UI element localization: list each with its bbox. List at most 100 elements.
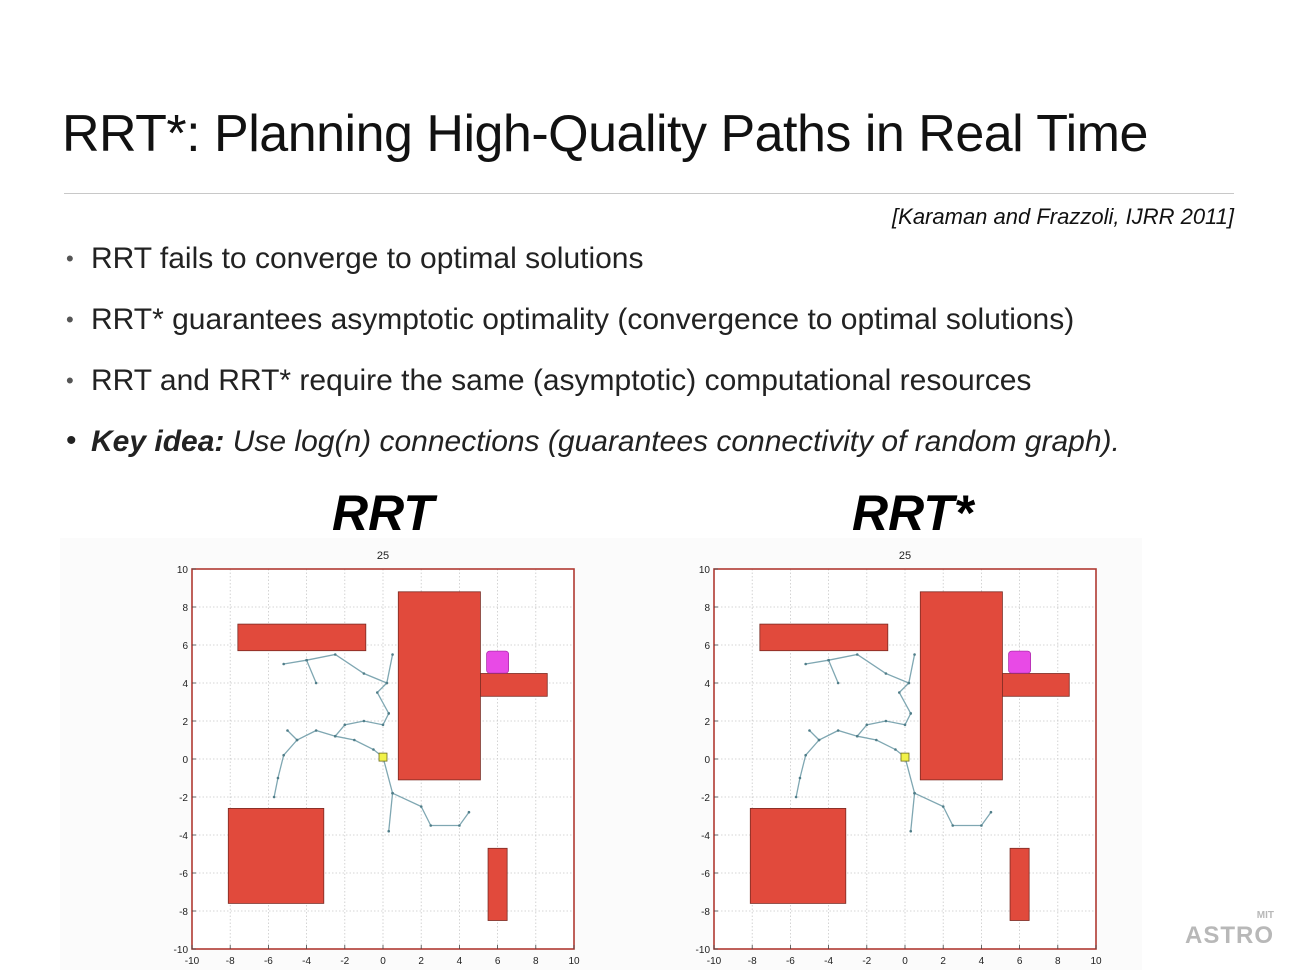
bullet-text: RRT and RRT* require the same (asymptoti… xyxy=(91,364,1032,397)
obstacle xyxy=(487,847,508,921)
tree-node xyxy=(467,810,471,814)
tree-node xyxy=(798,776,802,780)
tree-node xyxy=(387,712,391,715)
tree-node xyxy=(980,824,983,827)
x-tick-label: 6 xyxy=(495,956,501,967)
tree-node xyxy=(941,805,945,808)
citation: [Karaman and Frazzoli, IJRR 2011] xyxy=(892,204,1234,229)
y-tick-label: 0 xyxy=(182,755,188,766)
tree-node xyxy=(381,723,385,727)
obstacle xyxy=(480,673,548,697)
y-tick-label: -4 xyxy=(179,831,188,842)
tree-node xyxy=(909,712,913,715)
x-tick-label: 10 xyxy=(568,956,580,967)
x-tick-label: 4 xyxy=(979,956,985,967)
y-tick-label: 10 xyxy=(699,565,711,576)
x-tick-label: 0 xyxy=(902,956,908,967)
x-tick-label: -4 xyxy=(824,956,833,967)
tree-node xyxy=(429,824,433,827)
tree-node xyxy=(951,824,955,827)
tree-node xyxy=(804,662,807,666)
tree-node xyxy=(372,748,375,751)
tree-node xyxy=(836,681,840,685)
tree-node xyxy=(295,738,299,742)
obstacle xyxy=(749,807,847,904)
x-tick-label: 2 xyxy=(418,956,424,967)
tree-node xyxy=(804,753,807,757)
plot-title: 25 xyxy=(377,550,389,562)
x-tick-label: -10 xyxy=(185,956,200,967)
bullet-item: • RRT and RRT* require the same (asympto… xyxy=(66,362,1120,423)
tree-node xyxy=(333,653,337,656)
tree-node xyxy=(913,791,916,795)
y-tick-label: 8 xyxy=(704,603,710,614)
tree-node xyxy=(343,723,347,727)
tree-branch xyxy=(898,654,916,714)
y-tick-label: 2 xyxy=(704,717,710,728)
tree-node xyxy=(375,691,379,694)
rrt-plot: -10 -8 -6 -4 -2 0 2 4 6 8 10 -10 -8 -6 -4 -2 0 2 4 6 8 10 25 xyxy=(60,538,620,970)
y-tick-label: 2 xyxy=(182,717,188,728)
x-tick-label: -6 xyxy=(264,956,273,967)
x-tick-label: 2 xyxy=(940,956,946,967)
goal-region xyxy=(1008,650,1032,674)
bullet-marker: • xyxy=(66,424,77,457)
start-marker xyxy=(900,752,910,762)
y-tick-label: -10 xyxy=(174,945,189,956)
y-tick-label: 8 xyxy=(182,603,188,614)
tree-node xyxy=(903,723,907,727)
tree-branch xyxy=(388,793,394,832)
rrt-heading: RRT xyxy=(332,485,434,541)
x-tick-label: -2 xyxy=(340,956,349,967)
slide-title: RRT*: Planning High-Quality Paths in Rea… xyxy=(62,105,1148,163)
start-marker xyxy=(378,752,388,762)
tree-node xyxy=(282,753,285,757)
tree-node xyxy=(419,805,423,808)
y-tick-label: 4 xyxy=(704,679,710,690)
tree-node xyxy=(897,691,901,694)
tree-node xyxy=(884,719,888,723)
y-tick-label: -6 xyxy=(701,869,710,880)
x-tick-label: 8 xyxy=(1055,956,1061,967)
logo-mit-text: MIT xyxy=(1256,910,1274,921)
bullet-marker: • xyxy=(66,246,74,271)
tree-branch xyxy=(376,654,394,714)
y-tick-label: 6 xyxy=(704,641,710,652)
y-tick-label: -8 xyxy=(179,907,188,918)
tree-branch xyxy=(287,730,298,741)
y-tick-label: -6 xyxy=(179,869,188,880)
x-tick-label: -2 xyxy=(862,956,871,967)
goal-region xyxy=(486,650,510,674)
tree-node xyxy=(387,829,391,833)
bullet-text: RRT fails to converge to optimal solutio… xyxy=(91,242,644,275)
bullet-marker: • xyxy=(66,368,74,393)
tree-node xyxy=(909,829,913,833)
tree-node xyxy=(333,734,337,738)
obstacle xyxy=(227,807,325,904)
tree-node xyxy=(362,719,366,723)
tree-node xyxy=(989,810,993,814)
tree-node xyxy=(305,658,308,662)
tree-node xyxy=(836,729,840,732)
tree-node xyxy=(286,729,289,732)
tree-branch xyxy=(910,793,916,832)
y-tick-label: -2 xyxy=(701,793,710,804)
plot-title: 25 xyxy=(899,550,911,562)
tree-node xyxy=(913,653,916,656)
obstacle xyxy=(919,591,1003,781)
y-tick-label: -10 xyxy=(696,945,711,956)
tree-branch xyxy=(904,756,992,827)
rrt-star-heading: RRT* xyxy=(852,485,974,541)
y-tick-label: -4 xyxy=(701,831,710,842)
x-tick-label: -8 xyxy=(748,956,757,967)
tree-node xyxy=(282,662,285,666)
x-tick-label: 6 xyxy=(1017,956,1023,967)
x-tick-label: 0 xyxy=(380,956,386,967)
x-tick-label: -4 xyxy=(302,956,311,967)
tree-branch xyxy=(306,659,317,684)
tree-node xyxy=(884,672,888,675)
tree-node xyxy=(865,723,869,727)
mit-astro-logo: MIT ASTRO xyxy=(1185,910,1274,950)
rrt-star-plot: -10 -8 -6 -4 -2 0 2 4 6 8 10 -10 -8 -6 -4 -2 0 2 4 6 8 10 25 xyxy=(582,538,1142,970)
y-tick-label: 10 xyxy=(177,565,189,576)
